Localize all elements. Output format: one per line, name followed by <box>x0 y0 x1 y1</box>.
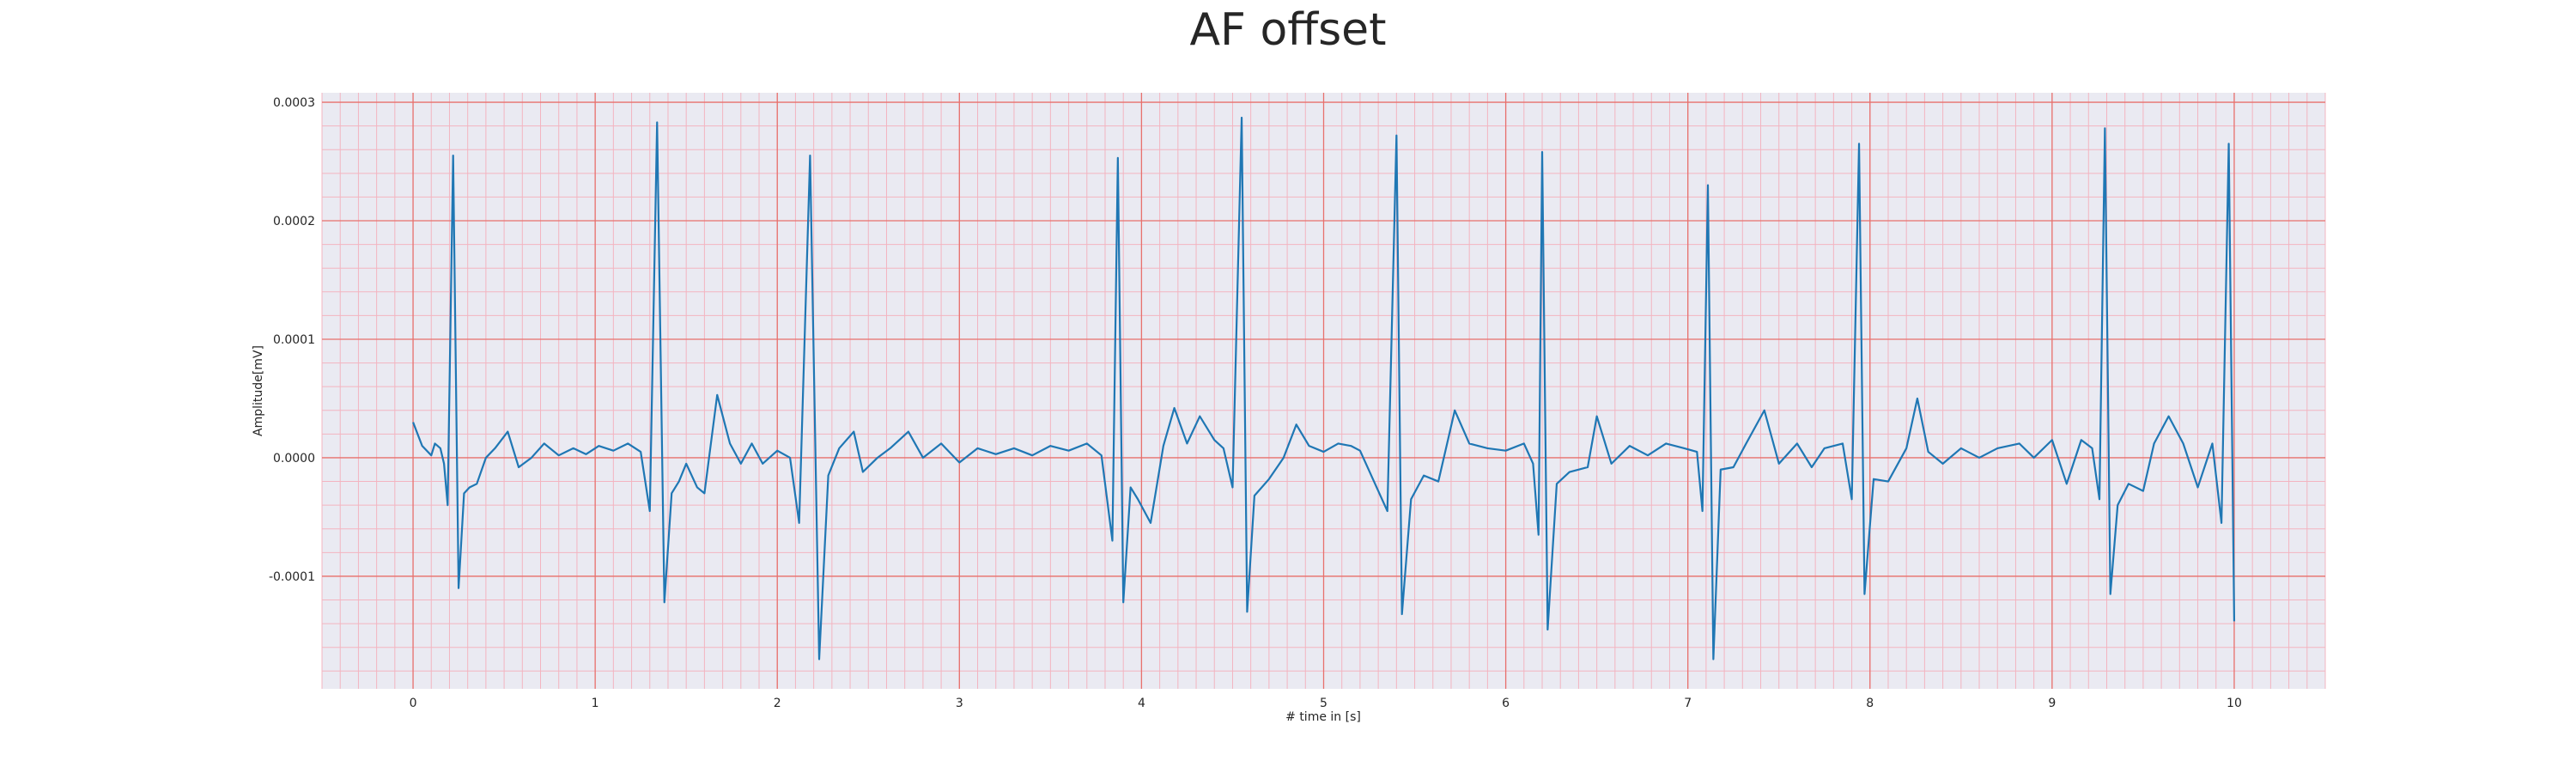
y-tick-label: 0.0001 <box>273 333 315 347</box>
y-tick-label: 0.0003 <box>273 96 315 110</box>
y-tick-label: 0.0000 <box>273 452 315 466</box>
chart-title: AF offset <box>1189 4 1386 56</box>
series-layer <box>412 116 2236 660</box>
ecg-series-line <box>412 116 2236 660</box>
y-tick-label: 0.0002 <box>273 215 315 228</box>
x-tick-label: 0 <box>410 697 417 710</box>
x-tick-label: 8 <box>1866 697 1874 710</box>
x-tick-label: 4 <box>1138 697 1145 710</box>
y-axis-ticks: -0.0001 0.0000 0.0001 0.0002 0.0003 <box>269 96 315 584</box>
x-tick-label: 5 <box>1320 697 1327 710</box>
y-tick-label: -0.0001 <box>269 570 315 584</box>
x-tick-label: 6 <box>1502 697 1510 710</box>
x-axis-ticks: 0 1 2 3 4 5 6 7 8 9 10 <box>410 697 2242 710</box>
x-tick-label: 2 <box>774 697 781 710</box>
x-tick-label: 1 <box>592 697 599 710</box>
x-tick-label: 7 <box>1684 697 1692 710</box>
x-tick-label: 10 <box>2227 697 2242 710</box>
x-axis-label: # time in [s] <box>1285 710 1361 724</box>
y-axis-label: Amplitude[mV] <box>252 345 265 436</box>
x-tick-label: 3 <box>956 697 963 710</box>
x-tick-label: 9 <box>2048 697 2056 710</box>
